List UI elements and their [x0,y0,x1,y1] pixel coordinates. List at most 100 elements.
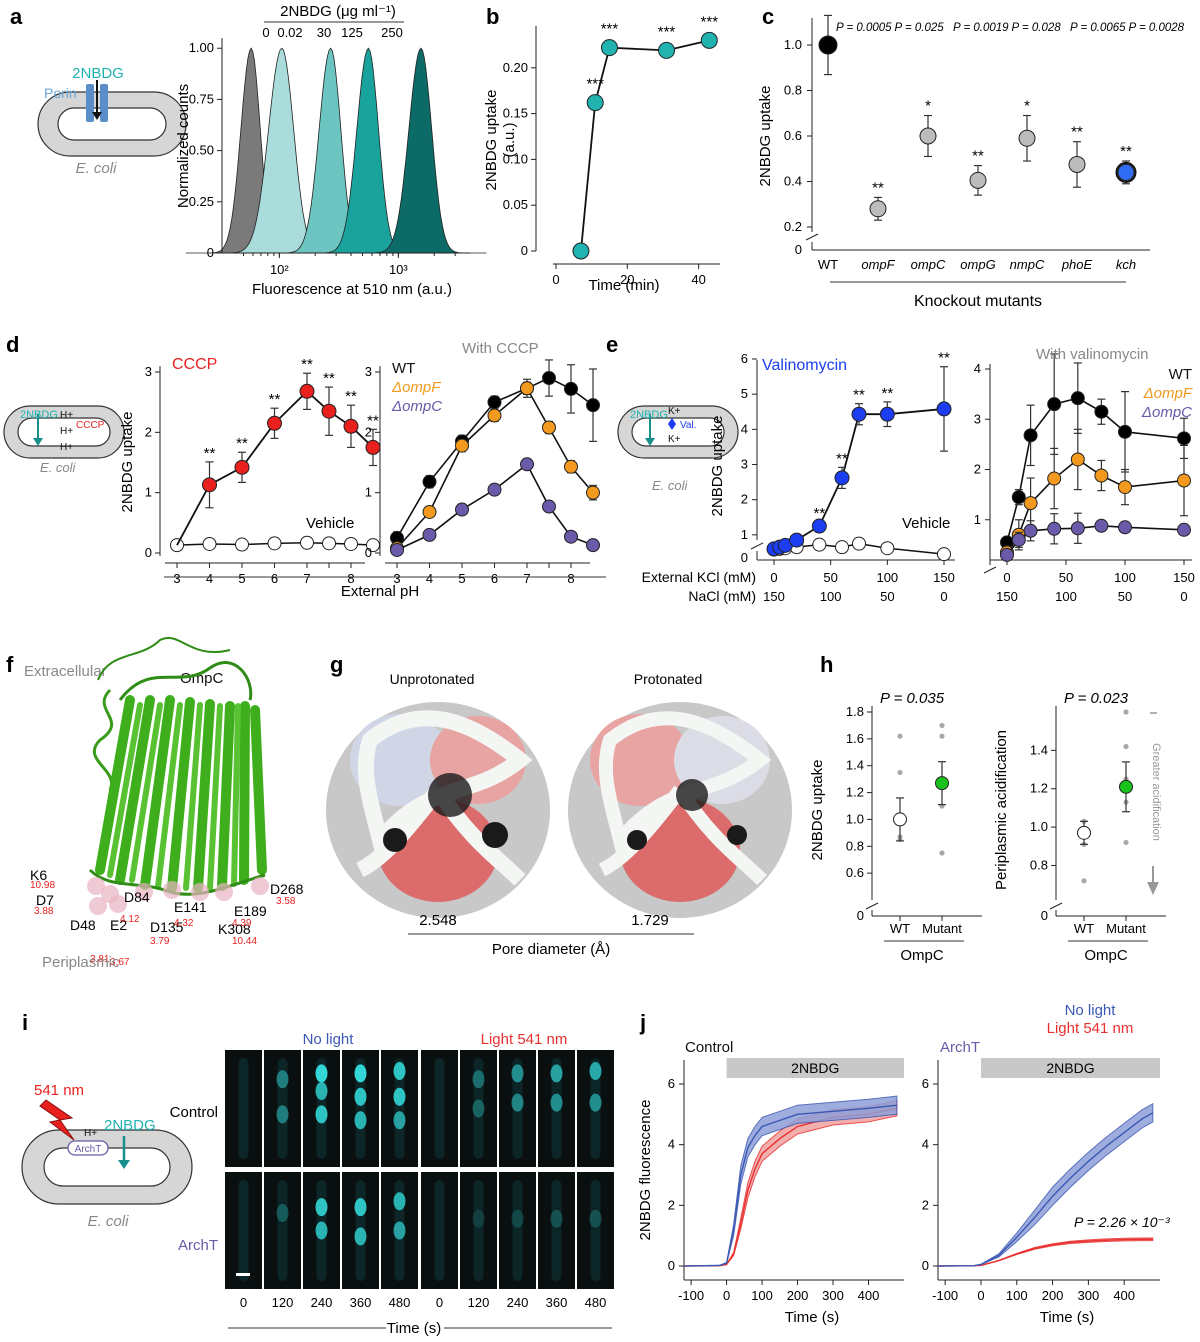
d2-point-WT [542,371,556,386]
c-ytick-label: 0.8 [784,83,802,98]
d1-ytick-label: 1 [145,485,152,500]
e1-valino-point [879,406,895,422]
h0-ytick-label: 1.8 [846,704,864,719]
d2-xtick-label: 8 [567,571,574,586]
e2-point-ΔompC [1047,521,1062,536]
pore-surface-unprotonated [326,702,550,918]
e2-legend-entry: WT [1169,366,1192,383]
e1-vehicle-label: Vehicle [902,515,950,532]
d1-xtick-label: 5 [238,571,245,586]
d2-point-WT [586,398,600,413]
h1-category: WT [1074,921,1094,936]
c-category-label: kch [1116,257,1136,272]
f-periplasmic: Periplasmic [42,954,120,971]
h1-replicate-point [1123,839,1129,846]
c-pvalue: P = 0.025 [895,22,945,34]
d2-point-ΔompF [520,381,534,396]
d2-point-WT [564,381,578,396]
c-ytick-label: 0.6 [784,128,802,143]
panel-label-h: h [820,652,833,677]
e-val-label: Val. [680,420,697,431]
b-ytick-label: 0.10 [503,151,528,166]
valinomycin-chart: 1 2 3 4 5 6 0 0 150 50 100 100 50 150 0 ** ** ** ** ** Valin… [642,350,955,604]
e1-vehicle-point [852,536,866,551]
h1-mean-Mutant [1119,779,1133,794]
d2-ytick-label: 0 [365,545,372,560]
e2-nacl-tick: 0 [1180,589,1187,604]
micrograph-cell-glow [512,1180,523,1281]
f-residue-surface [163,881,181,899]
micrograph-cell-glow [434,1180,445,1281]
microscopy-tiles [225,1050,614,1289]
e2-legend-entry: ΔompC [1141,404,1192,421]
knockout-chart: 0.2 0.4 0.6 0.8 1.0 0 WT ** ompF * ompC ** ompG * nmpC… [757,14,1185,310]
e1-valino-point [936,401,952,417]
i-time-tick: 0 [436,1295,443,1310]
scale-bar [236,1273,250,1276]
d1-vehicle-point [267,536,282,551]
j0-title: Control [685,1039,733,1056]
j1-stim-bar [980,1058,1160,1078]
j1-ytick-label: 0 [922,1258,929,1273]
micrograph-spot [393,1062,406,1081]
d2-point-ΔompC [542,499,556,514]
c-pvalue: P = 0.0005 [836,22,892,34]
j0-mean-line-1 [683,1107,898,1267]
h-acidification-chart: 0.8 1.0 1.2 1.4 0 WT Mutant OmpC P = 0.023 Peripl… [993,690,1166,964]
f-residue-name: K6 [30,867,47,883]
a-conc-label: 0.02 [277,25,302,40]
e2-ytick-label: 3 [974,411,981,426]
e1-valino-point [851,406,867,422]
e2-point-ΔompF [1177,473,1191,488]
d2-point-WT [487,395,502,410]
f-extracellular: Extracellular [24,663,107,680]
j1-ytick-label: 2 [922,1197,929,1212]
archt-chip [67,1140,109,1156]
j0-xtick-label: 0 [723,1288,730,1303]
b-star: *** [601,21,619,38]
d1-cccp-point [365,439,381,455]
i-nbdg-label: 2NBDG [104,1117,156,1134]
d1-xtick-label: 4 [206,571,213,586]
f-residue-pka: 3.67 [110,957,130,968]
h0-ytick-label: 1.6 [846,731,864,746]
e2-nacl-tick: 50 [1118,589,1132,604]
h1-replicate-point [1081,878,1087,884]
d-nbdg-label: 2NBDG [20,409,58,421]
i-nbdg-arrowhead [118,1160,130,1169]
i-row-archt: ArchT [178,1237,218,1254]
e-nbdg-arrowhead [645,438,655,446]
micrograph-spot [550,1093,563,1112]
d1-xtick-label: 8 [347,571,354,586]
g-axis-label: Pore diameter (Å) [492,941,610,958]
d2-ytick-label: 1 [365,485,372,500]
h0-group-label: OmpC [900,947,944,964]
micrograph-spot [472,1099,485,1118]
h0-replicate-point [939,850,945,856]
d-shared-xlabel: External pH [341,583,419,600]
i-time-tick: 480 [585,1295,607,1310]
d1-ytick-label: 0 [145,545,152,560]
panel-c: c 0.2 0.4 0.6 0.8 1.0 0 WT ** ompF * ompC ** ompG * nm… [757,4,1185,310]
micrograph-cell-glow [355,1058,366,1159]
d1-vehicle-point [235,537,249,552]
h-annotation-arrowhead [1147,882,1159,895]
d1-cccp-point [202,477,217,493]
i-time-tick: 360 [350,1295,372,1310]
panel-i: i ArchT H+ 541 nm 2NBDG E. coli Control … [21,1010,614,1337]
a-conc-label: 0 [262,25,269,40]
i-ecoli-inner [43,1147,171,1187]
e2-point-WT [1118,424,1132,439]
i-light: Light 541 nm [481,1031,568,1048]
e-kcl-label: External KCl (mM) [642,569,756,585]
d1-xtick-label: 7 [303,571,310,586]
f-residue-surface [87,877,105,895]
j1-xlabel: Time (s) [1040,1309,1094,1326]
c-pvalue: P = 0.0019 [953,22,1009,34]
pore-surface-protonated [568,702,792,918]
e1-ylabel: 2NBDG uptake [709,416,726,517]
micrograph-spot [589,1062,602,1081]
h0-pvalue: P = 0.035 [880,690,945,707]
d2-point-ΔompC [564,529,578,544]
